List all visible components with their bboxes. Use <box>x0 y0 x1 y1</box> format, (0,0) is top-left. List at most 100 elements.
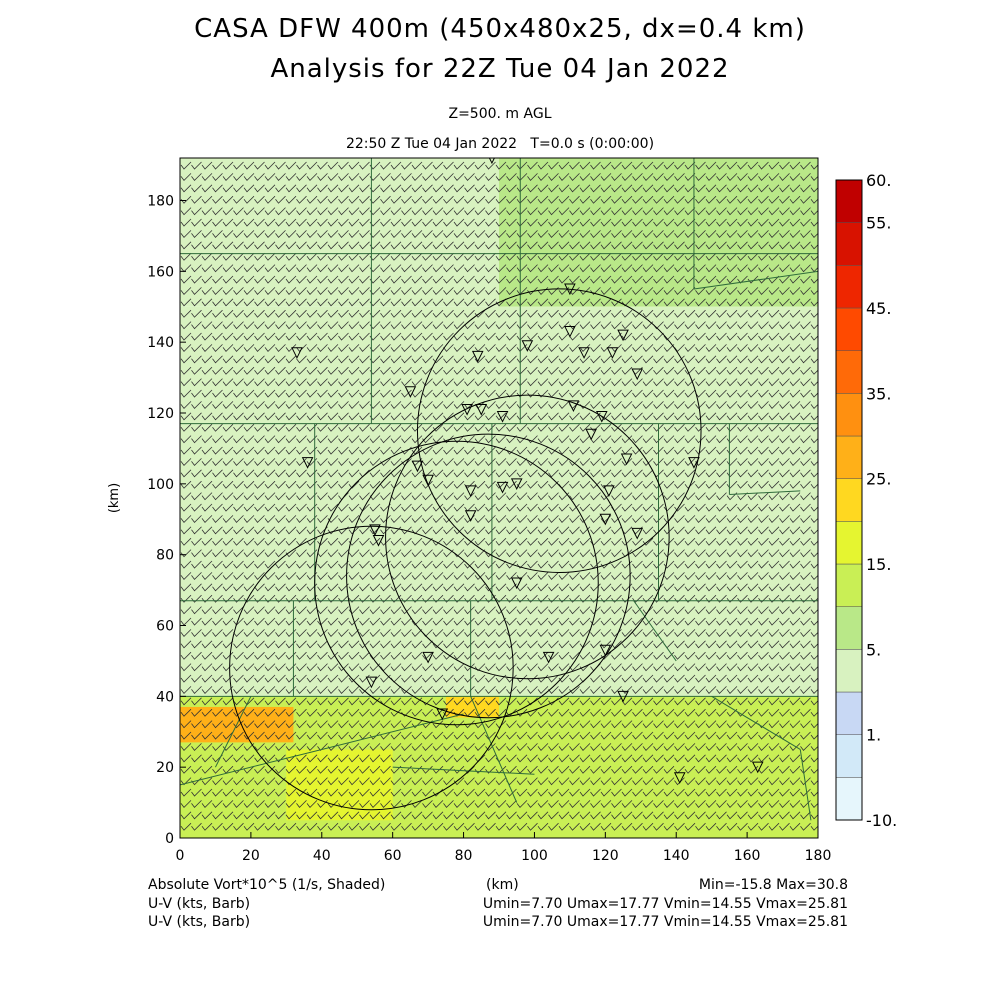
station-marker <box>617 690 629 703</box>
county-boundary <box>180 748 322 786</box>
x-tick-label: 40 <box>313 848 331 864</box>
colorbar-label: 60. <box>866 171 891 190</box>
radar-range-ring <box>314 440 599 726</box>
x-tick-label: 60 <box>384 848 402 864</box>
y-tick-label: 100 <box>147 477 174 493</box>
shaded-region <box>499 158 818 307</box>
station-marker <box>631 527 644 540</box>
station-marker <box>751 761 764 774</box>
station-marker <box>603 485 615 498</box>
barb2-label: U-V (kts, Barb) <box>148 914 251 930</box>
station-marker <box>564 326 576 338</box>
colorbar-bin <box>835 350 863 394</box>
y-axis-label: (km) <box>107 483 122 513</box>
colorbar-bin <box>835 563 863 607</box>
colorbar-label: 45. <box>866 299 891 318</box>
county-boundary <box>711 695 801 750</box>
y-tick-label: 0 <box>165 831 174 847</box>
y-tick-label: 160 <box>147 264 174 280</box>
station-marker <box>542 651 555 664</box>
station-marker <box>599 644 612 657</box>
station-marker <box>510 478 523 490</box>
x-tick-label: 120 <box>592 848 619 864</box>
station-marker <box>372 535 385 547</box>
level-label: Z=500. m AGL <box>448 106 552 122</box>
y-tick-label: 180 <box>147 194 174 210</box>
y-tick-label: 120 <box>147 406 174 422</box>
x-tick-label: 100 <box>521 848 548 864</box>
colorbar-bin <box>835 606 863 650</box>
station-marker <box>496 411 509 423</box>
field-label: Absolute Vort*10^5 (1/s, Shaded) <box>148 877 386 893</box>
station-marker <box>422 474 434 487</box>
colorbar-label: 5. <box>866 640 881 659</box>
county-boundary <box>392 766 535 775</box>
station-marker <box>464 510 477 522</box>
colorbar-bin <box>835 478 863 522</box>
station-marker <box>404 386 417 398</box>
colorbar-bin <box>835 179 863 223</box>
station-marker <box>564 283 576 296</box>
station-marker <box>595 411 608 423</box>
radar-range-ring <box>229 525 514 811</box>
county-boundary <box>799 749 812 821</box>
station-marker <box>631 368 644 381</box>
x-tick-label: 180 <box>805 848 832 864</box>
station-marker <box>510 577 523 590</box>
station-marker <box>599 513 612 526</box>
y-tick-label: 140 <box>147 335 174 351</box>
station-marker <box>567 400 580 413</box>
station-marker <box>620 453 633 466</box>
station-marker <box>471 350 484 363</box>
colorbar-label: 1. <box>866 726 881 745</box>
colorbar-label: -10. <box>866 811 897 830</box>
chart-subtitle: Analysis for 22Z Tue 04 Jan 2022 <box>270 54 730 84</box>
county-boundary <box>214 696 252 768</box>
station-marker <box>461 403 473 416</box>
colorbar-bin <box>835 435 863 479</box>
x-tick-label: 140 <box>663 848 690 864</box>
county-boundary <box>729 490 801 495</box>
colorbar-label: 55. <box>866 214 891 233</box>
colorbar-bin <box>835 777 863 821</box>
x-axis-unit: (km) <box>486 877 519 893</box>
station-marker <box>464 485 477 498</box>
y-tick-label: 20 <box>156 760 174 776</box>
barb2-stats: Umin=7.70 Umax=17.77 Vmin=14.55 Vmax=25.… <box>482 914 848 930</box>
shaded-region <box>286 749 393 821</box>
station-marker <box>291 347 303 359</box>
y-tick-label: 60 <box>156 619 174 635</box>
time-label: 22:50 Z Tue 04 Jan 2022 T=0.0 s (0:00:00… <box>345 136 655 152</box>
y-tick-label: 40 <box>156 689 174 705</box>
station-marker <box>365 676 378 689</box>
y-tick-label: 80 <box>156 548 174 564</box>
chart-title: CASA DFW 400m (450x480x25, dx=0.4 km) <box>194 14 806 44</box>
station-marker <box>436 708 449 721</box>
colorbar-bin <box>835 734 863 778</box>
station-marker <box>585 428 597 441</box>
colorbar-label: 15. <box>866 555 891 574</box>
plot-frame <box>179 157 819 839</box>
station-marker <box>301 457 314 469</box>
x-tick-label: 20 <box>242 848 260 864</box>
colorbar-bin <box>835 691 863 735</box>
station-marker <box>578 347 590 359</box>
radar-range-ring <box>346 433 631 719</box>
wind-barb-field <box>180 161 818 831</box>
barb1-stats: Umin=7.70 Umax=17.77 Vmin=14.55 Vmax=25.… <box>482 896 848 912</box>
colorbar-frame <box>835 179 863 821</box>
county-boundary <box>470 696 518 803</box>
colorbar-label: 25. <box>866 470 891 489</box>
station-marker <box>521 340 534 352</box>
station-marker <box>496 481 509 494</box>
x-tick-label: 80 <box>455 848 473 864</box>
station-marker <box>688 457 700 469</box>
county-boundary <box>633 600 677 662</box>
station-marker <box>617 329 629 342</box>
radar-range-ring <box>385 394 670 680</box>
colorbar-bin <box>835 265 863 309</box>
x-tick-label: 160 <box>734 848 761 864</box>
colorbar-label: 35. <box>866 384 891 403</box>
colorbar-bin <box>835 649 863 693</box>
